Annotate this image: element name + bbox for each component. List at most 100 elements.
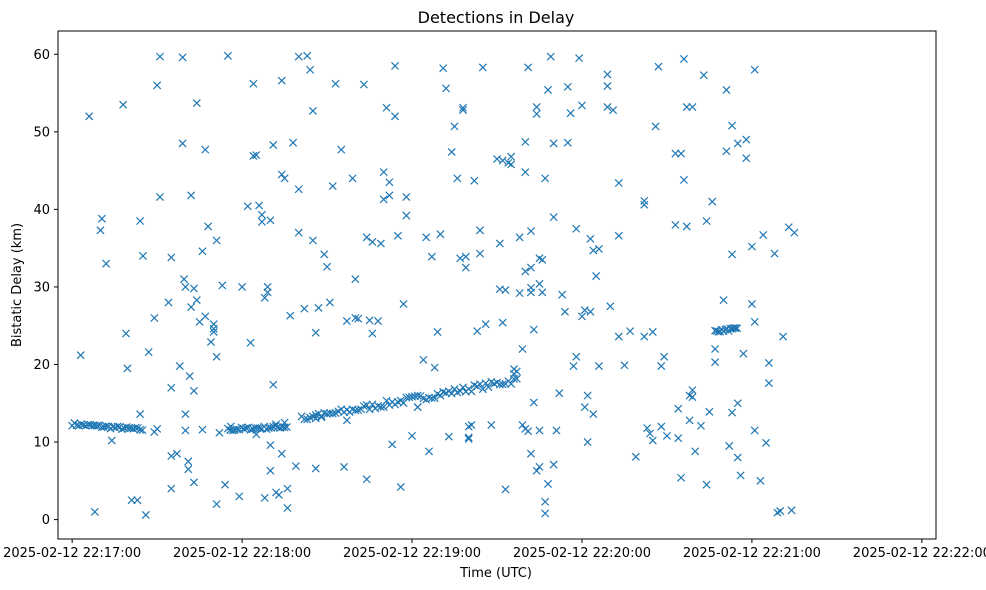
data-point	[538, 288, 547, 297]
data-point	[764, 358, 773, 367]
data-point	[201, 312, 210, 321]
x-tick-label: 2025-02-12 22:17:00	[3, 546, 141, 561]
x-tick-label: 2025-02-12 22:22:00	[853, 546, 986, 561]
data-point	[702, 216, 711, 226]
data-point	[413, 391, 422, 400]
data-point	[198, 247, 207, 256]
data-point	[674, 404, 683, 413]
data-point	[153, 81, 162, 90]
y-tick-label: 0	[42, 513, 50, 528]
data-point	[572, 352, 581, 361]
data-point	[212, 352, 221, 361]
data-point	[535, 462, 544, 471]
data-point	[181, 410, 190, 419]
data-point	[167, 253, 176, 262]
data-point	[391, 61, 400, 70]
data-point	[180, 275, 189, 284]
data-point	[779, 332, 788, 341]
data-point	[691, 447, 700, 456]
data-point	[705, 407, 714, 416]
data-point	[209, 327, 218, 336]
data-point	[351, 275, 360, 284]
data-point	[218, 281, 227, 290]
data-point	[441, 84, 451, 93]
data-point	[609, 106, 618, 115]
data-point	[640, 332, 649, 341]
data-point	[728, 121, 737, 130]
data-point	[198, 425, 207, 434]
data-point	[354, 405, 363, 415]
data-point	[484, 383, 493, 392]
data-point	[586, 234, 595, 243]
data-point	[487, 420, 496, 430]
data-point	[255, 424, 264, 433]
data-point	[747, 242, 756, 251]
data-point	[187, 303, 196, 312]
data-point	[750, 317, 759, 326]
data-point	[439, 64, 448, 73]
data-point	[563, 138, 572, 147]
data-point	[631, 452, 640, 461]
data-point	[719, 296, 728, 305]
data-point	[77, 420, 86, 429]
data-point	[563, 82, 572, 91]
data-point	[283, 484, 292, 493]
data-point	[722, 147, 731, 156]
data-point	[155, 192, 164, 201]
data-point	[603, 102, 612, 112]
data-point	[535, 426, 544, 435]
data-point	[532, 109, 541, 119]
data-point	[586, 307, 595, 316]
data-point	[521, 137, 530, 146]
data-point	[447, 147, 456, 157]
data-point	[640, 200, 649, 209]
data-point	[311, 414, 320, 423]
data-point	[558, 290, 567, 299]
data-point	[470, 176, 479, 185]
y-tick-label: 40	[33, 203, 50, 218]
data-point	[433, 327, 442, 336]
data-point	[580, 306, 589, 315]
data-point	[555, 389, 564, 398]
data-point	[739, 349, 748, 358]
data-point	[354, 314, 363, 323]
data-point	[464, 434, 473, 443]
data-point	[606, 302, 615, 311]
x-tick-label: 2025-02-12 22:18:00	[173, 546, 311, 561]
data-point	[185, 372, 194, 381]
data-point	[733, 399, 742, 408]
data-point	[450, 122, 459, 131]
data-point	[385, 178, 394, 187]
data-point	[762, 438, 771, 447]
data-point	[458, 106, 468, 115]
x-tick-label: 2025-02-12 22:20:00	[513, 546, 651, 561]
data-point	[543, 479, 553, 488]
y-axis-label: Bistatic Delay (km)	[10, 223, 25, 347]
data-point	[524, 63, 533, 72]
data-point	[475, 226, 485, 235]
data-point	[206, 337, 215, 347]
data-point	[212, 500, 221, 509]
data-point	[138, 251, 147, 260]
data-point	[121, 329, 130, 338]
data-point	[492, 154, 502, 163]
data-point	[131, 423, 140, 432]
data-point	[167, 451, 176, 461]
data-point	[643, 424, 652, 433]
data-point	[286, 311, 295, 320]
data-point	[289, 138, 298, 147]
data-point	[201, 145, 210, 154]
data-point	[583, 391, 592, 400]
data-point	[294, 228, 303, 237]
data-point	[215, 428, 224, 437]
data-point	[136, 216, 145, 226]
data-point	[269, 380, 278, 389]
data-point	[662, 431, 671, 440]
data-point	[136, 425, 145, 434]
data-point	[671, 220, 680, 229]
data-point	[526, 263, 536, 272]
data-point	[209, 320, 218, 329]
data-point	[388, 440, 397, 449]
data-point	[495, 239, 504, 248]
data-point	[770, 249, 779, 258]
